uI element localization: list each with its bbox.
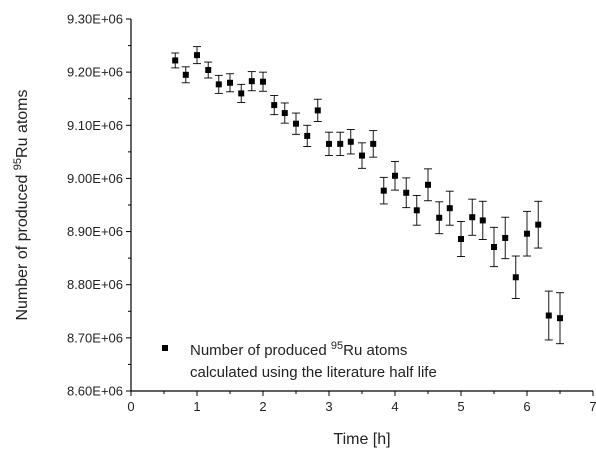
data-point	[359, 152, 365, 159]
x-tick-label: 1	[193, 399, 200, 414]
x-tick-label: 4	[391, 399, 398, 414]
data-point	[293, 120, 299, 127]
data-point	[215, 81, 222, 88]
legend-label-prefix: Number of produced	[190, 342, 331, 359]
y-axis-title-suffix: Ru atoms	[14, 89, 31, 157]
y-tick-label: 9.20E+06	[67, 65, 123, 80]
y-tick-label: 8.70E+06	[67, 330, 123, 345]
data-point	[403, 189, 410, 196]
x-tick-label: 3	[325, 399, 332, 414]
data-point	[380, 187, 387, 194]
data-point	[172, 57, 179, 64]
data-points	[171, 46, 564, 345]
data-point	[446, 205, 453, 212]
x-axis-ticks: 0 1 2 3 4 5 6 7	[127, 391, 596, 414]
y-axis-ticks: 8.60E+06 8.70E+06 8.80E+06 8.90E+06 9.00E+06…	[67, 12, 131, 399]
x-tick-label: 6	[523, 399, 530, 414]
y-axis-title: Number of produced 95Ru atoms	[12, 89, 31, 320]
data-point	[535, 221, 542, 228]
data-point	[248, 78, 255, 85]
legend-label-line1: Number of produced 95Ru atoms	[190, 340, 407, 359]
y-tick-label: 9.30E+06	[67, 12, 123, 27]
legend: Number of produced 95Ru atoms calculated…	[162, 340, 437, 381]
data-point	[502, 234, 509, 241]
y-axis-title-superscript: 95	[12, 158, 24, 170]
data-point	[347, 138, 354, 145]
data-point	[370, 140, 377, 147]
x-tick-label: 5	[457, 399, 464, 414]
x-tick-label: 7	[589, 399, 596, 414]
data-point	[458, 236, 464, 243]
legend-marker	[162, 345, 168, 351]
data-point	[326, 140, 332, 147]
y-tick-label: 9.00E+06	[67, 171, 123, 186]
data-point	[182, 71, 189, 78]
data-point	[314, 107, 321, 114]
data-point	[491, 243, 497, 250]
data-point	[260, 78, 266, 85]
legend-label-superscript: 95	[331, 340, 343, 352]
y-tick-label: 8.90E+06	[67, 224, 123, 239]
data-point	[524, 230, 530, 237]
data-point	[392, 172, 398, 179]
x-tick-label: 2	[259, 399, 266, 414]
legend-label-line2: calculated using the literature half lif…	[190, 364, 437, 381]
data-point	[479, 217, 486, 224]
y-tick-label: 8.60E+06	[67, 384, 123, 399]
data-point	[545, 312, 552, 319]
data-point	[205, 67, 212, 74]
y-tick-label: 8.80E+06	[67, 277, 123, 292]
y-tick-label: 9.10E+06	[67, 118, 123, 133]
data-point	[337, 140, 344, 147]
data-point	[512, 274, 519, 281]
data-point	[194, 52, 200, 59]
data-point	[304, 132, 311, 139]
y-axis-title-prefix: Number of produced	[14, 170, 31, 320]
data-point	[281, 110, 288, 117]
x-tick-label: 0	[127, 399, 134, 414]
data-point	[227, 79, 233, 86]
data-point	[469, 214, 476, 221]
data-point	[238, 90, 245, 97]
data-point	[413, 207, 420, 214]
data-point	[425, 181, 431, 188]
data-point	[557, 315, 563, 322]
legend-label-suffix: Ru atoms	[343, 342, 407, 359]
x-axis-title: Time [h]	[333, 431, 390, 448]
data-point	[271, 102, 278, 109]
data-point	[436, 214, 443, 221]
